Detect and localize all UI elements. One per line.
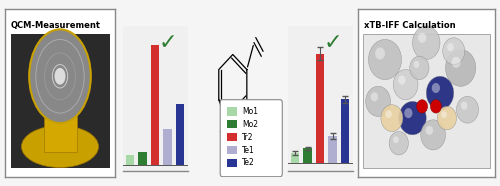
- Circle shape: [375, 47, 385, 60]
- Circle shape: [368, 39, 402, 80]
- FancyBboxPatch shape: [220, 100, 282, 177]
- Circle shape: [414, 61, 420, 68]
- Text: Tr2: Tr2: [242, 133, 254, 142]
- Circle shape: [404, 108, 412, 118]
- Circle shape: [398, 76, 406, 85]
- Bar: [303, 148, 312, 163]
- FancyBboxPatch shape: [226, 146, 237, 154]
- Circle shape: [381, 105, 403, 132]
- Circle shape: [389, 132, 408, 155]
- Bar: [340, 99, 349, 163]
- Text: ✓: ✓: [159, 33, 178, 53]
- Circle shape: [446, 49, 476, 86]
- Circle shape: [399, 101, 426, 135]
- Circle shape: [437, 106, 456, 130]
- Circle shape: [393, 136, 399, 143]
- Ellipse shape: [22, 126, 99, 167]
- Text: Mo1: Mo1: [242, 107, 258, 116]
- Circle shape: [410, 56, 429, 80]
- Circle shape: [426, 76, 454, 110]
- FancyBboxPatch shape: [226, 107, 237, 116]
- Bar: [290, 153, 300, 163]
- Bar: [176, 104, 184, 165]
- Circle shape: [421, 120, 446, 150]
- Circle shape: [452, 57, 460, 68]
- Circle shape: [430, 100, 442, 113]
- FancyBboxPatch shape: [226, 159, 237, 167]
- Circle shape: [426, 126, 433, 135]
- Bar: [138, 152, 147, 165]
- Text: Te2: Te2: [242, 158, 254, 167]
- FancyBboxPatch shape: [226, 120, 237, 129]
- Circle shape: [443, 38, 465, 65]
- FancyBboxPatch shape: [226, 133, 237, 141]
- Bar: [316, 54, 324, 163]
- Text: xTB-IFF Calculation: xTB-IFF Calculation: [364, 21, 456, 30]
- Bar: [163, 129, 172, 165]
- Circle shape: [412, 26, 440, 60]
- Text: ✓: ✓: [324, 33, 343, 53]
- Bar: [44, 76, 76, 152]
- Circle shape: [432, 83, 440, 93]
- Text: QCM-Measurement: QCM-Measurement: [10, 21, 101, 30]
- Text: Mo2: Mo2: [242, 120, 258, 129]
- Circle shape: [393, 70, 418, 100]
- Text: Te1: Te1: [242, 146, 254, 155]
- Circle shape: [441, 111, 447, 118]
- Circle shape: [54, 68, 66, 85]
- Circle shape: [386, 110, 392, 118]
- Circle shape: [418, 33, 426, 43]
- Circle shape: [29, 29, 91, 123]
- Bar: [150, 45, 160, 165]
- Bar: [126, 155, 134, 165]
- Bar: [10, 34, 110, 168]
- Circle shape: [461, 102, 468, 110]
- Circle shape: [456, 96, 478, 123]
- Bar: [328, 136, 337, 163]
- Circle shape: [370, 92, 378, 101]
- Circle shape: [416, 100, 428, 113]
- Circle shape: [447, 43, 454, 51]
- Bar: [363, 34, 490, 168]
- Circle shape: [366, 86, 390, 116]
